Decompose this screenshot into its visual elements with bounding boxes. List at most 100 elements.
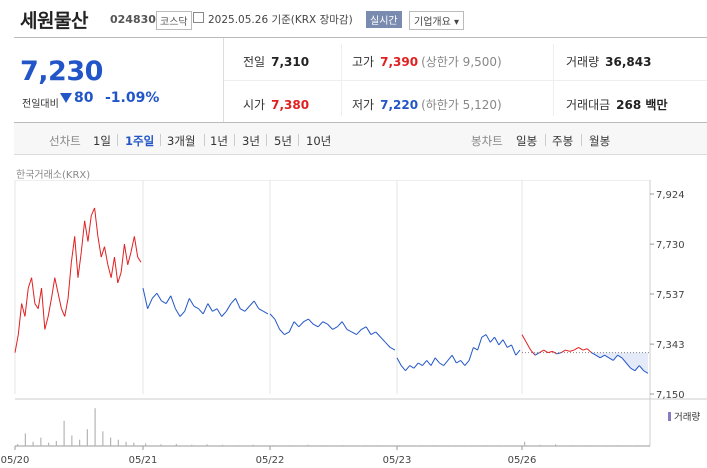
price-segment: [405, 365, 411, 372]
volume-bar: [272, 445, 274, 446]
price-segment: [216, 308, 223, 317]
period-3y[interactable]: 3년: [242, 134, 260, 148]
price-segment: [595, 354, 601, 359]
y-tick-label: 7,730: [656, 240, 685, 251]
volume-bar: [86, 429, 88, 446]
price-segment: [179, 310, 186, 317]
price-segment: [117, 272, 122, 284]
price-segment: [74, 236, 79, 278]
price-segment: [225, 303, 232, 312]
period-10y[interactable]: 10년: [306, 134, 332, 148]
change-value: 80: [60, 90, 93, 106]
price-segment: [94, 207, 99, 237]
price-segment: [50, 277, 56, 299]
price-segment: [599, 354, 605, 359]
price-segment: [253, 300, 260, 309]
price-segment: [630, 367, 636, 372]
period-toolbar: 선차트 1일 1주일 3개월 1년 3년 5년 10년 봉차트 일봉 주봉 월봉: [14, 122, 707, 155]
price-segment: [464, 360, 470, 366]
price-segment: [24, 287, 29, 317]
price-segment: [422, 360, 428, 366]
price-segment: [346, 328, 352, 333]
candle-monthly[interactable]: 월봉: [589, 134, 611, 148]
price-segment: [521, 334, 527, 343]
price-segment: [643, 370, 649, 374]
price-segment: [617, 354, 623, 359]
price-segment: [21, 303, 26, 317]
price-segment: [97, 236, 102, 258]
price-segment: [239, 308, 246, 312]
y-tick-label: 7,343: [656, 340, 685, 351]
price-segment: [70, 236, 76, 263]
price-segment: [591, 352, 597, 356]
x-tick-label: 05/23: [383, 455, 412, 466]
volume-bar: [32, 441, 34, 446]
realtime-button[interactable]: 실시간: [366, 11, 402, 28]
period-1w[interactable]: 1주일: [125, 134, 155, 148]
price-segment: [67, 262, 72, 299]
price-segment: [84, 220, 89, 242]
trade-amount: 거래대금 268 백만: [566, 98, 668, 112]
price-segment: [184, 298, 190, 312]
price-segment: [64, 298, 69, 317]
volume-bar: [289, 445, 291, 446]
price-segment: [244, 305, 250, 312]
price-segment: [409, 365, 415, 369]
price-segment: [498, 339, 504, 346]
trade-volume: 거래량 36,843: [566, 55, 652, 69]
price-segment: [477, 336, 483, 351]
price-segment: [263, 310, 269, 315]
period-5y[interactable]: 5년: [274, 134, 292, 148]
price-segment: [80, 220, 86, 252]
volume-bar: [117, 439, 119, 446]
price-segment: [638, 365, 645, 372]
calendar-icon: [193, 12, 204, 23]
price-segment: [17, 303, 23, 335]
price-segment: [456, 359, 461, 364]
price-segment: [356, 329, 362, 335]
period-1d[interactable]: 1일: [93, 134, 111, 148]
price-segment: [120, 244, 125, 273]
price-segment: [417, 362, 423, 367]
price-segment: [147, 298, 153, 309]
price-segment: [174, 308, 181, 317]
volume-bar: [555, 444, 557, 446]
price-segment: [133, 236, 139, 258]
volume-bar: [79, 439, 81, 446]
price-segment: [361, 326, 367, 330]
price-segment: [293, 321, 300, 328]
price-segment: [207, 303, 213, 312]
price-segment: [235, 298, 241, 309]
candle-daily[interactable]: 일봉: [516, 134, 538, 148]
price-segment: [543, 349, 549, 354]
period-1y[interactable]: 1년: [210, 134, 228, 148]
price-segment: [230, 298, 236, 304]
divider: [117, 134, 118, 146]
price-segment: [57, 293, 62, 309]
volume-bar: [55, 440, 57, 446]
change-label: 전일대비: [22, 99, 59, 110]
price-segment: [365, 326, 372, 335]
price-segment: [161, 300, 167, 304]
price-segment: [351, 331, 357, 336]
price-segment: [308, 318, 314, 325]
price-segment: [77, 251, 82, 278]
price-segment: [31, 277, 36, 304]
divider: [266, 134, 267, 146]
price-segment: [569, 349, 575, 352]
volume-bar: [40, 437, 42, 446]
x-tick-label: 05/22: [256, 455, 285, 466]
current-price: 7,230: [20, 56, 103, 87]
period-3m[interactable]: 3개월: [167, 134, 196, 148]
base-date: 2025.05.26 기준(KRX 장마감): [208, 14, 353, 26]
price-segment: [439, 362, 444, 367]
price-segment: [511, 344, 517, 356]
company-info-dropdown[interactable]: 기업개요 ▾: [409, 11, 465, 30]
volume-bar: [206, 444, 208, 446]
divider: [545, 134, 546, 146]
candle-weekly[interactable]: 주봉: [552, 134, 574, 148]
price-segment: [573, 347, 579, 351]
price-segment: [552, 350, 558, 355]
price-segment: [60, 308, 66, 317]
x-tick-label: 05/21: [129, 455, 158, 466]
